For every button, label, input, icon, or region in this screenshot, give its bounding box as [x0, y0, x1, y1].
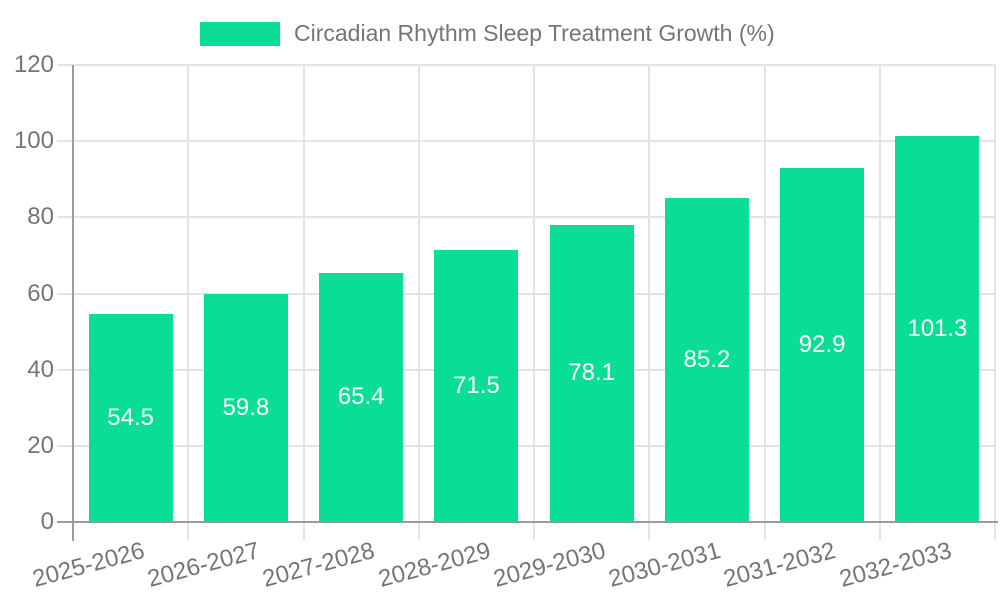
x-tick-label: 2027-2028	[259, 537, 378, 593]
x-tick-label: 2032-2033	[836, 537, 955, 593]
v-gridline	[187, 65, 190, 540]
bar-value-label: 101.3	[907, 315, 968, 343]
bar-value-label: 85.2	[683, 345, 731, 373]
v-gridline	[302, 65, 305, 540]
chart-legend[interactable]: Circadian Rhythm Sleep Treatment Growth …	[200, 20, 775, 47]
x-tick-label: 2030-2031	[605, 537, 724, 593]
h-gridline	[57, 64, 995, 66]
plot-area: 54.5 59.8 65.4 71.5 78.1 85.2 92.9 101.3	[73, 65, 995, 522]
h-gridline	[57, 216, 995, 219]
h-gridline	[57, 292, 995, 295]
bar-value-label: 92.9	[798, 331, 846, 359]
x-axis-line	[57, 521, 998, 523]
bar	[88, 314, 173, 522]
x-tick-label: 2025-2026	[29, 537, 148, 593]
bar	[203, 294, 288, 522]
legend-label: Circadian Rhythm Sleep Treatment Growth …	[294, 20, 775, 46]
x-tick-label: 2031-2032	[720, 537, 839, 593]
v-gridline	[878, 65, 881, 540]
y-tick-label: 40	[27, 355, 54, 383]
bar-value-label: 54.5	[107, 404, 154, 432]
v-gridline	[417, 65, 420, 540]
bar	[664, 197, 749, 522]
y-tick-label: 0	[40, 508, 54, 535]
bar-value-label: 78.1	[568, 359, 615, 387]
bar	[549, 224, 634, 522]
legend-swatch	[200, 21, 280, 46]
h-gridline	[57, 140, 995, 143]
h-gridline	[57, 444, 995, 447]
v-gridline	[763, 65, 766, 540]
y-tick-label: 60	[27, 279, 54, 307]
v-gridline	[533, 65, 535, 540]
bar-value-label: 71.5	[453, 371, 500, 399]
x-tick-label: 2026-2027	[144, 537, 263, 593]
x-tick-label: 2028-2029	[375, 537, 494, 593]
bar-value-label: 65.4	[337, 383, 385, 411]
v-gridline	[994, 65, 996, 540]
bar-value-label: 59.8	[222, 394, 270, 422]
y-axis-line	[72, 65, 74, 541]
bar	[434, 249, 519, 522]
y-tick-label: 120	[13, 51, 54, 78]
bar	[319, 272, 404, 522]
bar	[895, 136, 980, 522]
bar	[780, 168, 865, 522]
y-tick-label: 80	[27, 203, 54, 231]
x-tick-label: 2029-2030	[490, 537, 609, 593]
y-tick-label: 100	[13, 127, 54, 155]
y-tick-label: 20	[27, 431, 54, 459]
h-gridline	[57, 368, 995, 371]
v-gridline	[648, 65, 651, 540]
